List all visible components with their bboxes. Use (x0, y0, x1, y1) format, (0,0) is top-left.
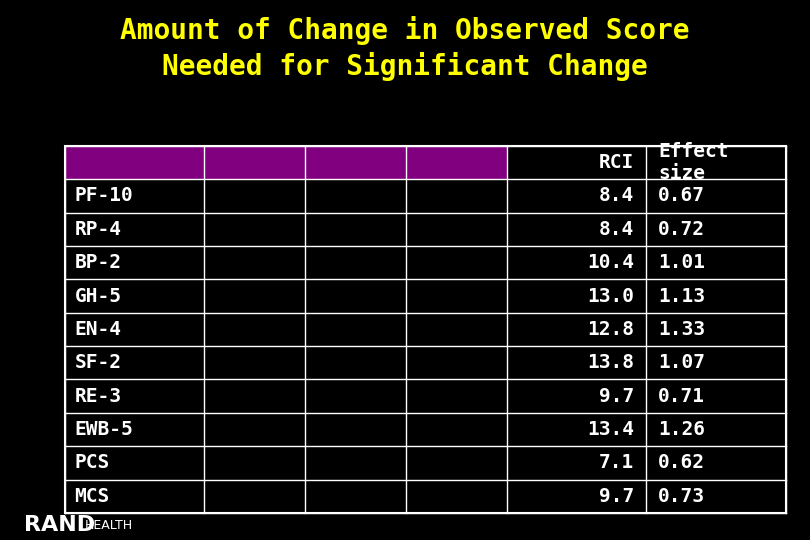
Text: EWB-5: EWB-5 (75, 420, 134, 439)
Text: HEALTH: HEALTH (85, 519, 133, 532)
Text: GH-5: GH-5 (75, 287, 122, 306)
Text: Amount of Change in Observed Score
Needed for Significant Change: Amount of Change in Observed Score Neede… (120, 16, 690, 81)
Text: 0.71: 0.71 (659, 387, 706, 406)
Text: 1.01: 1.01 (659, 253, 706, 272)
Bar (65, 146, 506, 179)
Text: 0.73: 0.73 (659, 487, 706, 506)
Text: 13.0: 13.0 (587, 287, 634, 306)
Text: 0.72: 0.72 (659, 220, 706, 239)
Text: 9.7: 9.7 (599, 487, 634, 506)
Text: 10.4: 10.4 (587, 253, 634, 272)
Text: MCS: MCS (75, 487, 110, 506)
Text: 1.33: 1.33 (659, 320, 706, 339)
Text: 13.8: 13.8 (587, 353, 634, 372)
Text: EN-4: EN-4 (75, 320, 122, 339)
Text: 9.7: 9.7 (599, 387, 634, 406)
Text: 13.4: 13.4 (587, 420, 634, 439)
Text: RE-3: RE-3 (75, 387, 122, 406)
Text: 0.62: 0.62 (659, 454, 706, 472)
Text: 12.8: 12.8 (587, 320, 634, 339)
Text: 7.1: 7.1 (599, 454, 634, 472)
Text: 8.4: 8.4 (599, 220, 634, 239)
Text: 1.13: 1.13 (659, 287, 706, 306)
Text: PCS: PCS (75, 454, 110, 472)
Text: RCI: RCI (599, 153, 634, 172)
Text: 8.4: 8.4 (599, 186, 634, 205)
Text: 1.26: 1.26 (659, 420, 706, 439)
Text: 1.07: 1.07 (659, 353, 706, 372)
Text: Effect
size: Effect size (659, 142, 729, 183)
Text: PF-10: PF-10 (75, 186, 134, 205)
Text: SF-2: SF-2 (75, 353, 122, 372)
Text: RAND: RAND (24, 515, 96, 535)
Text: RP-4: RP-4 (75, 220, 122, 239)
Text: 0.67: 0.67 (659, 186, 706, 205)
Text: BP-2: BP-2 (75, 253, 122, 272)
